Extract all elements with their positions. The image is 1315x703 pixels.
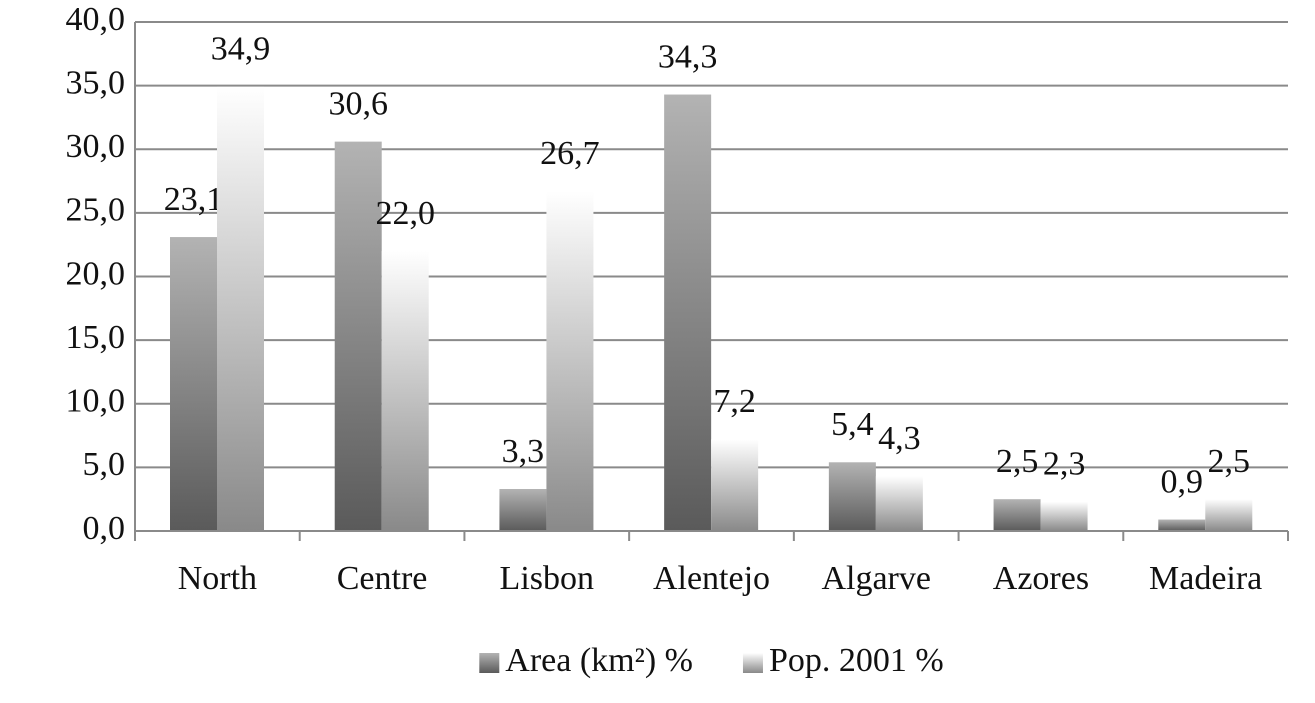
y-tick-label: 35,0: [66, 64, 126, 101]
value-label: 2,3: [1043, 446, 1086, 483]
x-tick-label: North: [178, 560, 257, 597]
bar: [664, 94, 712, 531]
bar: [217, 86, 264, 532]
x-tick-label: Centre: [337, 560, 428, 597]
x-tick-label: Lisbon: [500, 560, 594, 597]
value-label: 26,7: [540, 135, 600, 172]
value-label: 5,4: [831, 406, 874, 443]
value-label: 2,5: [1208, 443, 1251, 480]
y-tick-label: 10,0: [66, 383, 126, 420]
bar: [711, 439, 759, 531]
value-label: 34,3: [658, 38, 718, 75]
bar: [1205, 499, 1253, 531]
value-label: 34,9: [211, 31, 271, 68]
bar: [170, 237, 217, 532]
x-tick-label: Azores: [993, 560, 1089, 597]
bar: [875, 476, 923, 531]
bar: [334, 141, 382, 532]
legend-swatch: [742, 653, 763, 673]
bar: [1040, 501, 1088, 531]
value-label: 3,3: [502, 433, 545, 470]
value-label: 22,0: [375, 195, 435, 232]
bar: [993, 499, 1041, 531]
y-tick-label: 20,0: [66, 255, 126, 292]
bar: [546, 191, 594, 531]
y-tick-label: 15,0: [66, 319, 126, 356]
x-tick-label: Algarve: [821, 560, 931, 597]
value-label: 23,1: [164, 181, 224, 218]
legend-swatch: [479, 653, 500, 673]
value-label: 2,5: [996, 443, 1039, 480]
value-label: 30,6: [328, 85, 388, 122]
x-tick-label: Madeira: [1149, 560, 1262, 597]
legend-label: Pop. 2001 %: [769, 642, 944, 679]
bar: [381, 251, 429, 532]
y-tick-label: 0,0: [83, 510, 126, 547]
legend-label: Area (km²) %: [505, 642, 693, 679]
value-label: 0,9: [1161, 463, 1204, 500]
bar: [828, 462, 876, 531]
value-label: 4,3: [878, 420, 921, 457]
y-tick-label: 25,0: [66, 192, 126, 229]
bar: [1158, 519, 1206, 531]
y-tick-label: 40,0: [66, 1, 126, 38]
value-label: 7,2: [713, 383, 756, 420]
x-tick-label: Alentejo: [653, 560, 770, 597]
y-tick-label: 30,0: [66, 128, 126, 165]
bar: [499, 489, 547, 531]
y-tick-label: 5,0: [83, 446, 126, 483]
